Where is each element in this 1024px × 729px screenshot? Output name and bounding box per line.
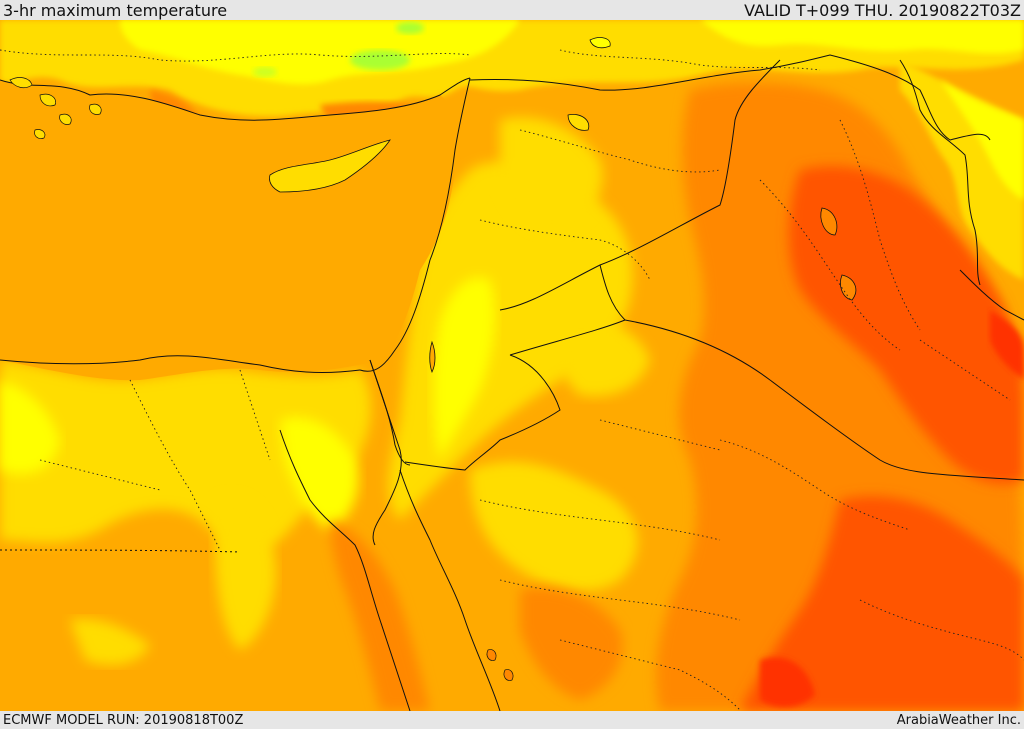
cool-patch-west (253, 67, 277, 77)
aegean-islands (9, 77, 102, 139)
temperature-map-svg (0, 20, 1024, 711)
egypt-sudan-border (0, 549, 241, 553)
mesopotamia-hot-zone (788, 166, 1024, 484)
syria-iraq-border (499, 59, 781, 311)
valid-time-label: VALID T+099 THU. 20190822T03Z (744, 1, 1021, 20)
iraq-iran-border (899, 59, 981, 286)
footer-bar: ECMWF MODEL RUN: 20190818T00Z ArabiaWeat… (0, 711, 1024, 729)
egypt-coastline (0, 355, 361, 373)
jordan-saudi-border (404, 354, 561, 471)
jordan-iraq-border (509, 264, 626, 356)
southeast-very-hot-patch (760, 657, 815, 707)
northeast-pale-zone (700, 20, 1024, 54)
razzaza-lake (840, 274, 857, 301)
zagros-pale-zone (940, 80, 1024, 200)
red-sea-east-coast (399, 469, 501, 711)
red-sea-islands (486, 649, 514, 681)
tharthar-lake (820, 207, 838, 236)
cool-patch-north (396, 22, 424, 34)
levant-coastline (359, 77, 471, 372)
saudi-iraq-border (624, 319, 1024, 481)
hejaz-yellow-zone (470, 461, 638, 591)
south-egypt-yellow-patch (70, 619, 150, 665)
admin-boundaries (0, 49, 1024, 711)
gulf-very-hot-patch (990, 310, 1024, 380)
north-pale-zone (120, 20, 520, 85)
turkey-southern-border (469, 54, 991, 141)
brand-label: ArabiaWeather Inc. (896, 713, 1021, 728)
model-run-label: ECMWF MODEL RUN: 20190818T00Z (3, 713, 244, 728)
assad-lake (567, 113, 590, 131)
egypt-israel-border (369, 359, 411, 466)
red-sea-coast-orange (330, 520, 430, 711)
egypt-yellow-zone (0, 360, 371, 549)
cool-patch-anatolia (350, 50, 410, 70)
ataturk-lake (589, 37, 611, 49)
red-sea-west-coast (279, 429, 411, 711)
mediterranean-sea (0, 80, 458, 381)
southeast-hot-zone (740, 496, 1024, 711)
gulf-coastline (959, 269, 1024, 321)
eastern-desert-yellow-zone (215, 498, 276, 650)
nile-delta-pale-zone (0, 380, 60, 474)
anatolia-coastline (0, 77, 471, 121)
asir-orange-patch (520, 587, 623, 700)
map-title: 3-hr maximum temperature (3, 1, 228, 20)
dead-sea (429, 340, 436, 374)
temperature-map (0, 20, 1024, 711)
cyprus-island (269, 139, 391, 193)
northern-arabia-yellow-patch (558, 317, 650, 397)
header-bar: 3-hr maximum temperature VALID T+099 THU… (0, 0, 1024, 20)
jordan-valley-pale-zone (433, 277, 496, 460)
sinai-pale-zone (280, 417, 359, 530)
